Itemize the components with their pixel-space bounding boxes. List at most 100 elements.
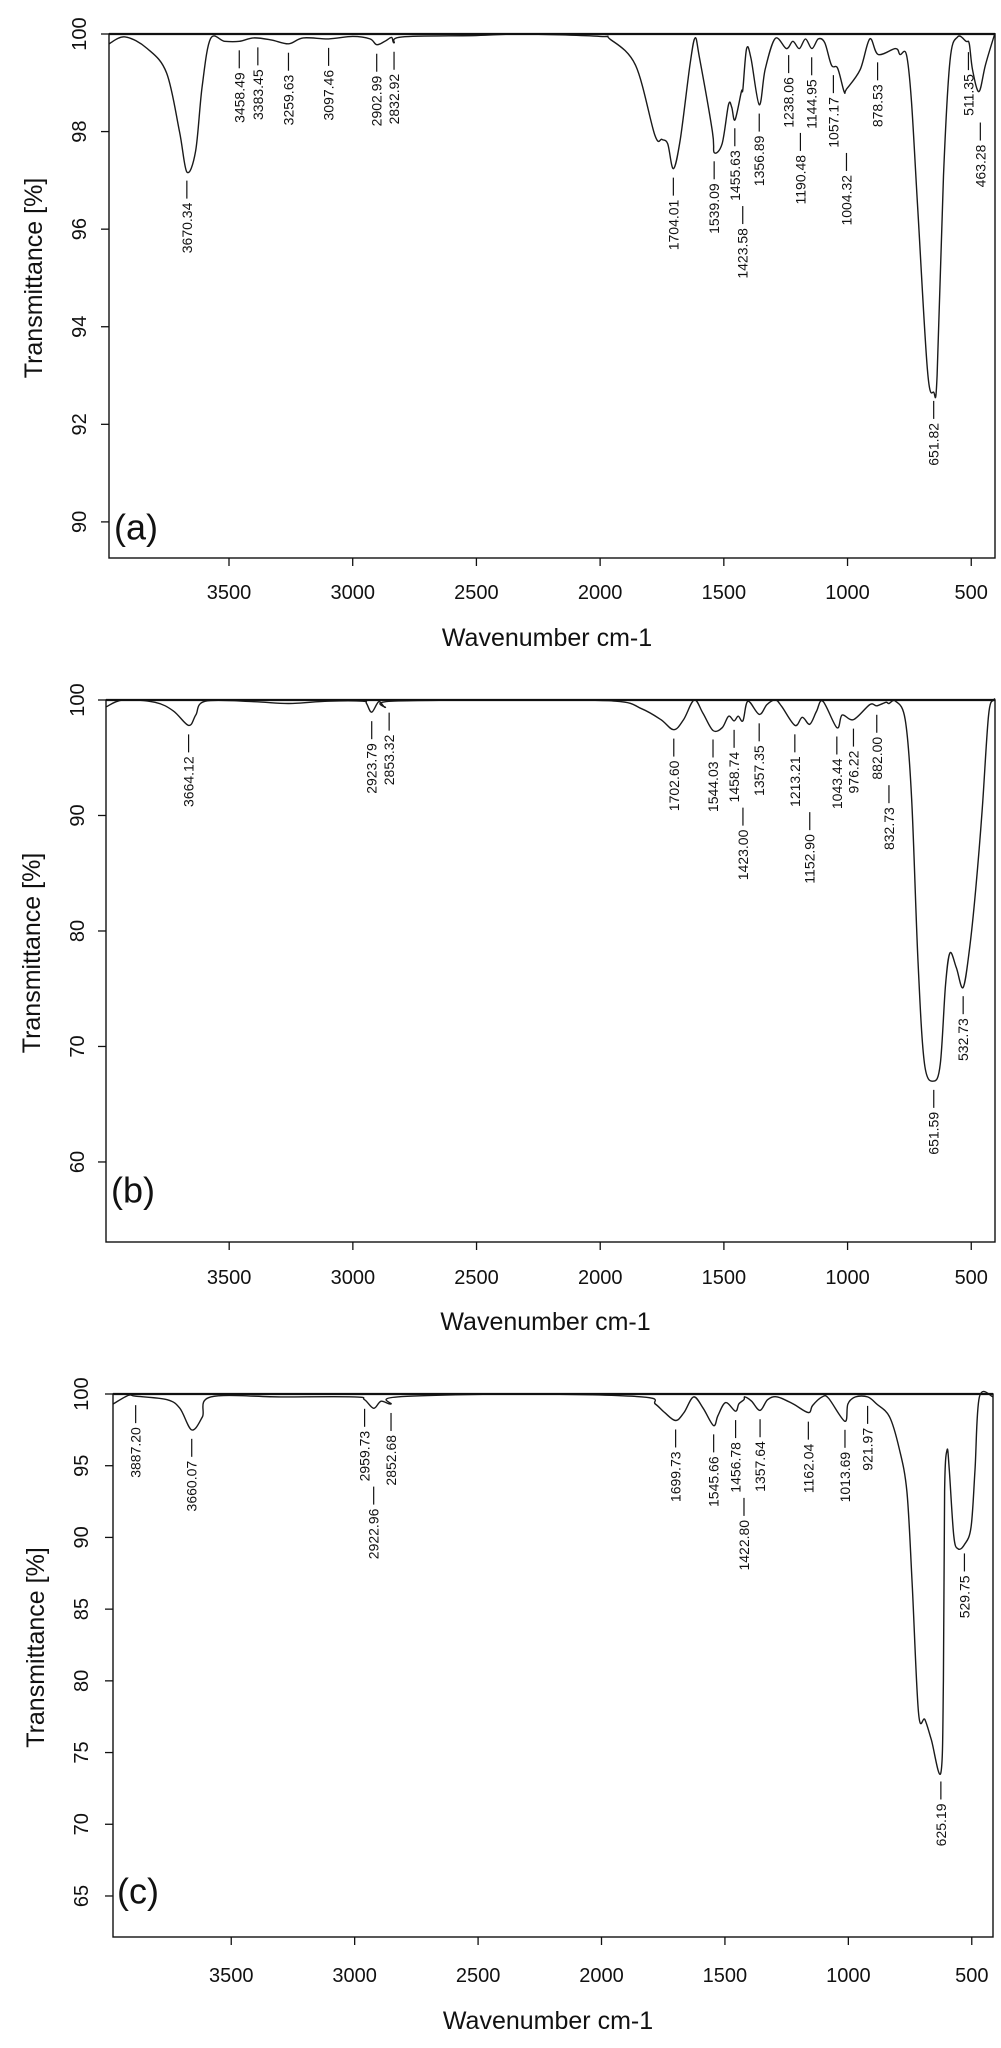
y-tick-label: 80 <box>71 1670 93 1692</box>
peak-label: 2923.79 <box>364 743 380 794</box>
peak-label: 1043.44 <box>829 758 845 809</box>
peak-label: 1544.03 <box>705 761 721 812</box>
peak-label: 532.73 <box>955 1018 971 1061</box>
peak-label: 3664.12 <box>181 756 197 807</box>
peak-label: 3670.34 <box>179 202 195 253</box>
peak-label: 878.53 <box>870 84 886 127</box>
y-tick-label: 95 <box>71 1455 93 1477</box>
spectrum-line <box>108 32 996 399</box>
x-tick-label: 3500 <box>209 1965 254 1987</box>
panel-label: (b) <box>111 1170 155 1211</box>
x-tick-label: 2500 <box>454 582 499 604</box>
peak-label: 651.59 <box>926 1112 942 1155</box>
chart-panel-b: 3500 3000 2500 2000 1500 1000 500 60 70 80 90 100 Wa… <box>18 683 996 1336</box>
x-tick-label: 1000 <box>826 1965 871 1987</box>
x-tick-label: 3000 <box>331 1267 376 1289</box>
peak-label: 1423.00 <box>735 829 751 880</box>
y-tick-label: 94 <box>69 316 91 338</box>
x-axis-label: Wavenumber cm-1 <box>443 2007 653 2035</box>
y-tick-label: 90 <box>67 804 89 826</box>
peak-label: 1238.06 <box>781 77 797 128</box>
peak-label: 2902.99 <box>369 76 385 127</box>
peak-label: 1357.35 <box>751 745 767 796</box>
peak-label: 2853.32 <box>381 734 397 785</box>
y-tick-label: 98 <box>69 120 91 142</box>
peak-label: 1152.90 <box>802 834 818 884</box>
y-tick-label: 85 <box>71 1598 93 1620</box>
x-tick-label: 2000 <box>578 1267 623 1289</box>
peak-label: 3887.20 <box>128 1427 144 1478</box>
peak-label: 2922.96 <box>366 1508 382 1559</box>
panel-label: (a) <box>114 507 158 548</box>
y-tick-label: 100 <box>71 1377 93 1410</box>
x-tick-label: 3500 <box>207 582 252 604</box>
x-tick-label: 1000 <box>825 1267 870 1289</box>
peak-label: 1356.89 <box>751 135 767 186</box>
x-tick-label: 3500 <box>207 1267 252 1289</box>
peak-label: 1539.09 <box>706 183 722 234</box>
plot-frame <box>105 699 996 1243</box>
y-tick-label: 100 <box>69 17 91 50</box>
x-axis-label: Wavenumber cm-1 <box>440 1308 650 1336</box>
x-tick-label: 3000 <box>330 582 375 604</box>
peak-label: 2832.92 <box>386 74 402 125</box>
peak-label: 1545.66 <box>706 1456 722 1507</box>
x-tick-label: 2000 <box>578 582 623 604</box>
y-tick-label: 96 <box>69 218 91 240</box>
peak-label: 2959.73 <box>357 1431 373 1482</box>
y-tick-label: 90 <box>71 1526 93 1548</box>
peak-label: 529.75 <box>956 1575 972 1618</box>
peak-label: 3097.46 <box>321 70 337 121</box>
x-tick-label: 1500 <box>703 1965 748 1987</box>
peak-label: 882.00 <box>869 737 885 780</box>
y-tick-label: 70 <box>71 1813 93 1835</box>
peak-label: 1422.80 <box>736 1520 752 1571</box>
spectrum-line <box>105 698 996 1082</box>
peak-label: 511.35 <box>960 74 976 116</box>
y-tick-label: 92 <box>69 413 91 435</box>
peak-label: 625.19 <box>933 1803 949 1846</box>
y-tick-label: 80 <box>67 920 89 942</box>
x-tick-label: 500 <box>955 1267 988 1289</box>
x-tick-label: 1500 <box>702 1267 747 1289</box>
y-tick-label: 70 <box>67 1035 89 1057</box>
peak-label: 1144.95 <box>804 79 820 129</box>
peak-label: 1456.78 <box>728 1442 744 1493</box>
spectrum-line <box>112 1390 994 1776</box>
panel-label: (c) <box>117 1871 159 1912</box>
x-tick-label: 1000 <box>825 582 870 604</box>
y-tick-label: 60 <box>67 1151 89 1173</box>
peak-label: 1057.17 <box>825 97 841 148</box>
y-tick-label: 90 <box>69 511 91 533</box>
y-axis-label: Transmittance [%] <box>22 1547 50 1748</box>
peak-label: 1704.01 <box>665 199 681 250</box>
chart-panel-a: 3500 3000 2500 2000 1500 1000 500 90 92 94 96 98 100… <box>20 17 996 652</box>
peak-label: 2852.68 <box>383 1435 399 1486</box>
peak-label: 1458.74 <box>726 752 742 803</box>
peak-label: 1357.64 <box>752 1441 768 1492</box>
x-tick-label: 2500 <box>456 1965 501 1987</box>
peak-label: 1162.04 <box>800 1443 816 1493</box>
peak-label: 1423.58 <box>735 228 751 279</box>
peak-label: 1013.69 <box>837 1452 853 1503</box>
x-tick-label: 3000 <box>332 1965 377 1987</box>
peak-label: 463.28 <box>972 144 988 187</box>
x-tick-label: 500 <box>955 582 988 604</box>
peak-label: 921.97 <box>860 1428 876 1471</box>
peak-label: 3458.49 <box>231 72 247 123</box>
x-tick-label: 500 <box>955 1965 988 1987</box>
y-tick-label: 65 <box>71 1885 93 1907</box>
peak-label: 1213.21 <box>787 756 803 807</box>
x-tick-label: 1500 <box>702 582 747 604</box>
y-axis-label: Transmittance [%] <box>20 178 48 379</box>
y-axis-label: Transmittance [%] <box>18 853 46 1054</box>
chart-panel-c: 3500 3000 2500 2000 1500 1000 500 65 70 75 80 85 90 9… <box>22 1377 994 2035</box>
peak-label: 651.82 <box>926 423 942 466</box>
peak-label: 1702.60 <box>666 760 682 811</box>
peak-label: 3660.07 <box>184 1461 200 1512</box>
peak-label: 1455.63 <box>727 150 743 201</box>
peak-label: 3259.63 <box>280 75 296 126</box>
plot-frame <box>112 1393 994 1938</box>
y-tick-label: 100 <box>67 683 89 716</box>
